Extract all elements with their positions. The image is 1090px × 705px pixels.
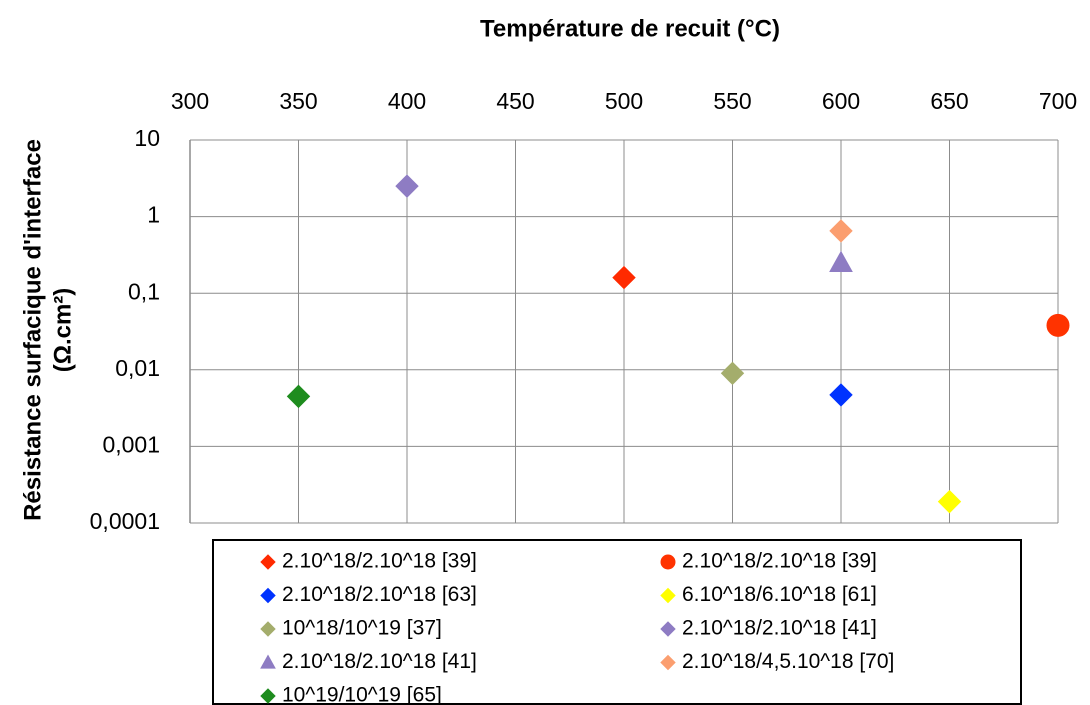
y-axis-title-line: Résistance surfacique d'interface — [19, 139, 46, 521]
data-point — [720, 361, 745, 386]
y-tick-label: 0,1 — [128, 278, 160, 304]
data-point — [829, 250, 853, 273]
legend-label: 2.10^18/2.10^18 [39] — [282, 550, 477, 573]
y-tick-label: 10 — [134, 125, 160, 151]
data-point — [937, 489, 962, 514]
y-axis-title-line: (Ω.cm²) — [49, 288, 76, 373]
legend-label: 2.10^18/4,5.10^18 [70] — [682, 650, 894, 673]
legend-label: 2.10^18/2.10^18 [41] — [282, 650, 477, 673]
x-tick-label: 400 — [388, 88, 426, 114]
data-point — [612, 265, 636, 290]
y-tick-label: 0,01 — [115, 355, 160, 381]
legend-label: 10^18/10^19 [37] — [282, 617, 442, 640]
y-tick-label: 0,0001 — [90, 508, 160, 534]
x-tick-label: 300 — [171, 88, 209, 114]
legend-label: 2.10^18/2.10^18 [41] — [682, 617, 877, 640]
legend-marker — [260, 621, 276, 637]
legend-marker — [660, 587, 676, 604]
legend-marker — [260, 654, 276, 669]
legend-marker — [260, 554, 276, 570]
x-tick-label: 450 — [496, 88, 534, 114]
legend-label: 2.10^18/2.10^18 [39] — [682, 550, 877, 573]
legend-marker — [660, 554, 676, 570]
x-tick-label: 350 — [279, 88, 317, 114]
legend-marker — [260, 587, 276, 604]
x-tick-label: 550 — [713, 88, 751, 114]
y-tick-label: 0,001 — [102, 431, 160, 457]
x-axis-title: Température de recuit (°C) — [480, 15, 780, 42]
legend-marker — [660, 654, 676, 671]
data-point — [829, 219, 853, 243]
y-axis-title: Résistance surfacique d'interface (Ω.cm²… — [19, 139, 76, 521]
x-tick-label: 600 — [822, 88, 860, 114]
data-point — [395, 174, 419, 198]
data-point — [829, 383, 853, 407]
legend-marker — [660, 621, 676, 637]
legend-label: 6.10^18/6.10^18 [61] — [682, 583, 877, 606]
legend-label: 2.10^18/2.10^18 [63] — [282, 583, 477, 606]
x-tick-label: 650 — [930, 88, 968, 114]
data-point — [286, 384, 311, 409]
legend-box — [212, 539, 1022, 705]
data-point — [1046, 313, 1070, 337]
legend-marker — [260, 688, 276, 704]
x-tick-label: 500 — [605, 88, 643, 114]
x-tick-label: 700 — [1039, 88, 1077, 114]
y-tick-label: 1 — [147, 202, 160, 228]
legend-label: 10^19/10^19 [65] — [282, 684, 442, 705]
